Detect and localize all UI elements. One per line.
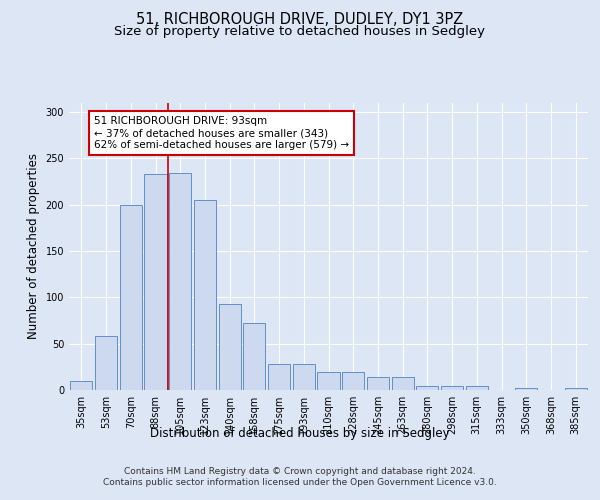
Bar [293, 364, 315, 390]
Bar [392, 377, 414, 390]
Bar [268, 364, 290, 390]
Bar [317, 372, 340, 390]
Bar [515, 388, 538, 390]
Bar [416, 386, 439, 390]
Text: Size of property relative to detached houses in Sedgley: Size of property relative to detached ho… [115, 25, 485, 38]
Bar [119, 204, 142, 390]
Bar [565, 388, 587, 390]
Text: Distribution of detached houses by size in Sedgley: Distribution of detached houses by size … [150, 428, 450, 440]
Bar [218, 304, 241, 390]
Text: 51, RICHBOROUGH DRIVE, DUDLEY, DY1 3PZ: 51, RICHBOROUGH DRIVE, DUDLEY, DY1 3PZ [136, 12, 464, 28]
Bar [342, 372, 364, 390]
Y-axis label: Number of detached properties: Number of detached properties [27, 153, 40, 340]
Bar [441, 386, 463, 390]
Bar [169, 173, 191, 390]
Text: 51 RICHBOROUGH DRIVE: 93sqm
← 37% of detached houses are smaller (343)
62% of se: 51 RICHBOROUGH DRIVE: 93sqm ← 37% of det… [94, 116, 349, 150]
Bar [194, 200, 216, 390]
Bar [367, 377, 389, 390]
Bar [95, 336, 117, 390]
Text: Contains HM Land Registry data © Crown copyright and database right 2024.
Contai: Contains HM Land Registry data © Crown c… [103, 468, 497, 487]
Bar [243, 323, 265, 390]
Bar [466, 386, 488, 390]
Bar [145, 174, 167, 390]
Bar [70, 380, 92, 390]
